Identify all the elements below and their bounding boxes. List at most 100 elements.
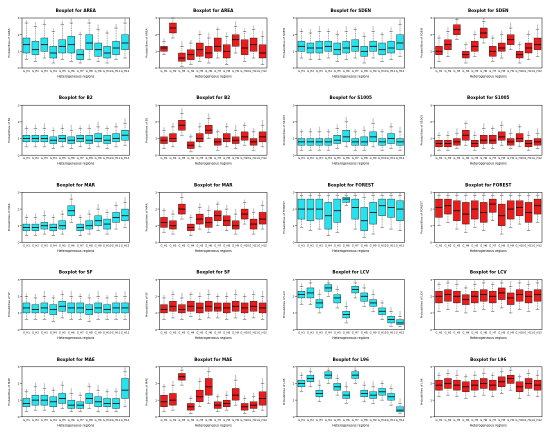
outlier-point [456,192,458,194]
outlier-point [363,286,365,288]
box-G_H3: G_H3 [40,210,48,247]
x-axis-label: Heterogeneous regions [470,249,507,253]
x-tick-label: G_H2 [444,331,451,335]
outlier-point [483,123,485,125]
x-tick-label: G_H10 [378,156,387,160]
outlier-point [244,395,246,397]
outlier-point [327,281,329,283]
box-G_H7: G_H7 [76,392,84,422]
outlier-point [345,116,347,118]
box-G_H3: G_H3 [40,19,48,73]
outlier-point [456,280,458,282]
box-G_H10: G_H10 [103,209,112,247]
outlier-point [399,128,401,131]
outlier-point [510,26,512,28]
box-G_H12: G_H12 [121,118,130,160]
outlier-point [124,21,126,23]
box-iqr [214,302,222,312]
outlier-point [447,371,449,373]
box-G_H6: G_H6 [67,193,75,247]
x-tick-label: G_H8 [223,69,230,73]
outlier-point [456,193,458,196]
box-G_H1: G_H1 [435,281,443,335]
y-tick-label: 1 [293,398,295,402]
outlier-point [226,392,228,394]
x-tick-label: G_H7 [214,243,221,247]
outlier-point [115,388,117,391]
outlier-point [318,128,320,131]
outlier-point [172,125,174,127]
box-iqr [169,133,177,143]
outlier-point [474,371,476,373]
outlier-point [61,381,63,383]
outlier-point [519,192,521,194]
outlier-point [70,389,72,391]
outlier-point [309,279,312,281]
box-G_H4: G_H4 [324,280,332,335]
x-tick-label: G_H8 [86,331,93,335]
outlier-point [492,372,494,374]
x-tick-label: G_H10 [240,331,249,335]
box-G_H4: G_H4 [462,120,470,160]
y-tick-label: 1 [430,224,432,228]
outlier-point [88,125,90,127]
outlier-point [510,129,512,131]
outlier-point [115,203,117,206]
box-G_H5: G_H5 [58,290,66,335]
box-G_H12: G_H12 [258,31,267,73]
y-tick-label: 2 [155,33,157,37]
boxplot-panel: Boxplot for SF 0 1 2 3 Probabilities of SF G_H… [7,270,130,340]
x-tick-label: G_H7 [352,156,359,160]
outlier-point [97,387,99,389]
outlier-point [217,27,219,30]
box-G_H5: G_H5 [333,374,341,422]
outlier-point [536,192,539,194]
outlier-point [106,31,108,33]
box-G_H4: G_H4 [49,28,57,73]
outlier-point [336,286,338,288]
outlier-point [527,192,530,194]
outlier-point [372,289,374,291]
outlier-point [456,17,458,19]
box-iqr [387,41,395,54]
outlier-point [190,291,192,293]
box-G_H9: G_H9 [231,21,239,73]
box-iqr [214,37,222,52]
outlier-point [124,17,126,19]
y-tick-label: 0 [293,241,295,245]
outlier-point [226,393,228,395]
plot-frame [159,104,268,156]
box-iqr [453,291,461,304]
box-iqr [231,220,240,230]
outlier-point [61,126,63,128]
y-tick-label: 3 [18,278,20,282]
y-tick-label: 2 [293,33,295,37]
outlier-point [181,195,183,197]
x-tick-label: G_H6 [205,331,212,335]
box-iqr [196,389,204,402]
x-tick-label: G_H2 [169,69,176,73]
box-G_H2: G_H2 [444,27,452,73]
outlier-point [327,368,329,370]
x-tick-label: G_H12 [121,243,130,247]
outlier-point [61,125,63,127]
outlier-point [519,280,521,282]
box-G_H8: G_H8 [223,204,230,247]
box-G_H3: G_H3 [315,26,323,73]
x-tick-label: G_H11 [524,156,533,160]
outlier-point [61,22,63,25]
outlier-point [390,308,392,310]
box-iqr [506,200,515,220]
outlier-point [501,368,503,371]
outlier-point [510,281,512,283]
outlier-point [190,395,192,397]
outlier-point [519,281,521,283]
y-axis-label: Probabilities of SDEN [420,28,424,57]
box-iqr [498,131,506,141]
y-axis-label: Probabilities of AREA [7,28,11,57]
outlier-point [261,380,264,382]
outlier-point [163,295,165,297]
x-tick-label: G_H10 [103,243,112,247]
box-G_H6: G_H6 [480,368,488,422]
box-iqr [515,289,524,302]
